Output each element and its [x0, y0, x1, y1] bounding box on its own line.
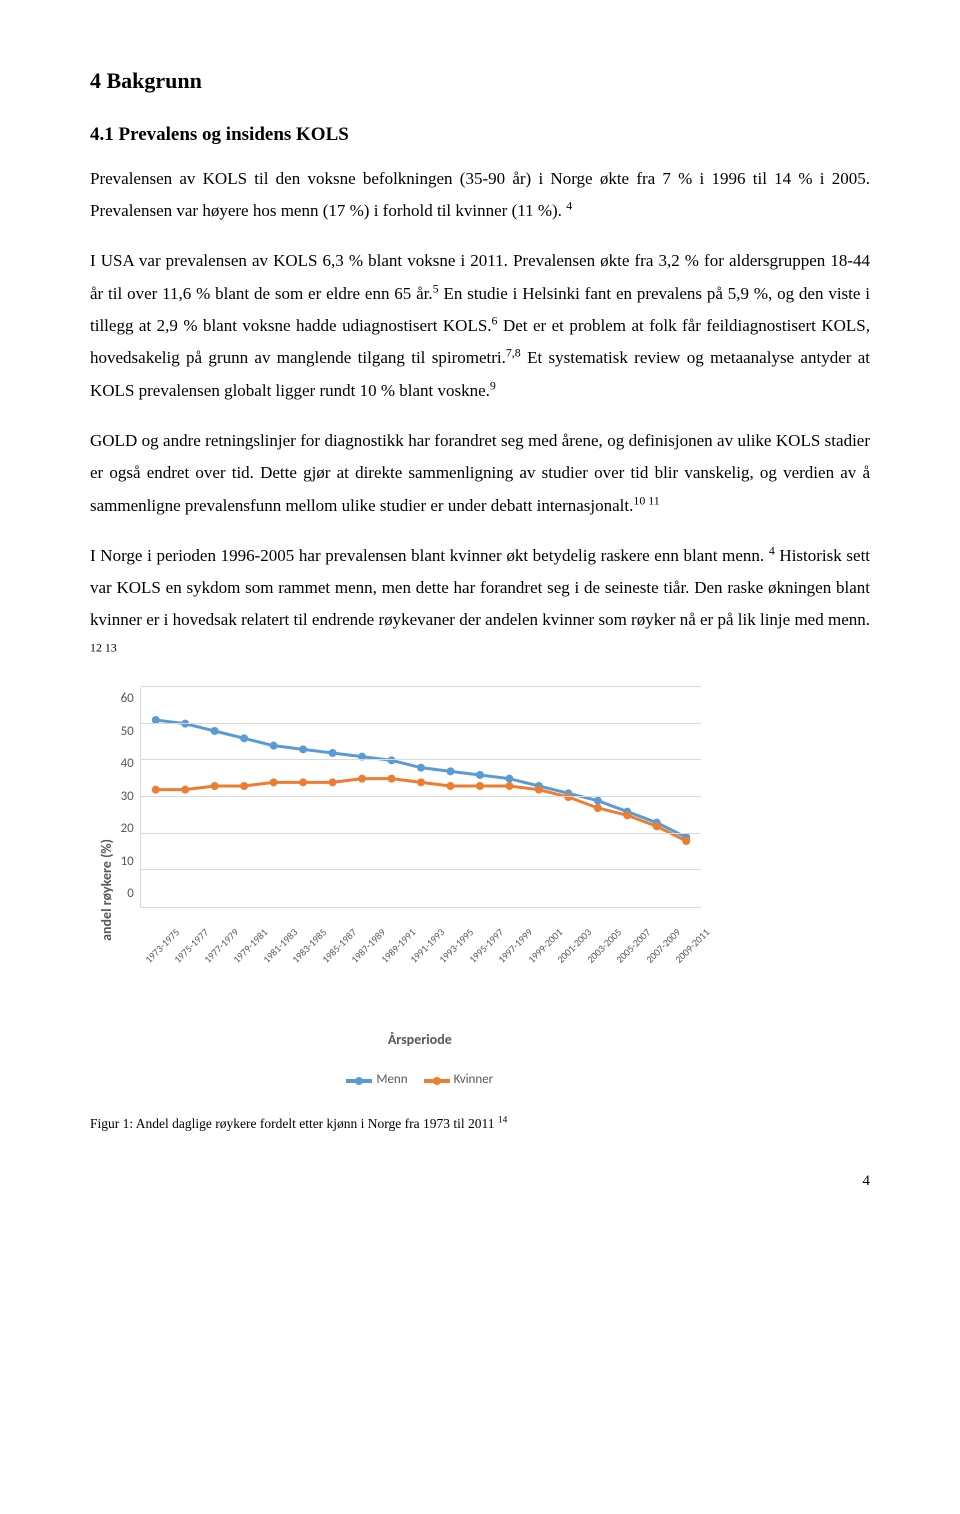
ytick-label: 10 [121, 850, 134, 875]
series-marker [594, 797, 602, 805]
legend-item: Kvinner [424, 1068, 494, 1093]
series-marker [328, 778, 336, 786]
paragraph-3: GOLD og andre retningslinjer for diagnos… [90, 425, 870, 522]
series-marker [210, 782, 218, 790]
series-marker [476, 782, 484, 790]
series-marker [240, 734, 248, 742]
series-marker [269, 742, 277, 750]
gridline [141, 723, 701, 724]
gridline [141, 759, 701, 760]
series-marker [417, 764, 425, 772]
page-number: 4 [90, 1167, 870, 1196]
figure-caption: Figur 1: Andel daglige røykere fordelt e… [90, 1111, 870, 1137]
series-marker [299, 745, 307, 753]
ytick-label: 30 [121, 785, 134, 810]
ytick-label: 60 [121, 687, 134, 712]
series-marker [564, 793, 572, 801]
legend-item: Menn [346, 1068, 407, 1093]
series-marker [682, 837, 690, 845]
chart-legend: Menn Kvinner [140, 1068, 700, 1093]
series-marker [535, 786, 543, 794]
series-marker [446, 767, 454, 775]
ytick-label: 20 [121, 817, 134, 842]
p4-ref2: 12 13 [90, 640, 117, 654]
series-marker [417, 778, 425, 786]
series-marker [328, 749, 336, 757]
legend-swatch [346, 1079, 372, 1083]
p3-ref: 10 11 [633, 493, 659, 507]
paragraph-4: I Norge i perioden 1996-2005 har prevale… [90, 540, 870, 669]
p3a: GOLD og andre retningslinjer for diagnos… [90, 431, 870, 515]
legend-label: Kvinner [454, 1068, 494, 1093]
p1-text: Prevalensen av KOLS til den voksne befol… [90, 169, 870, 220]
caption-text: Figur 1: Andel daglige røykere fordelt e… [90, 1116, 498, 1131]
ytick-label: 0 [127, 882, 134, 907]
series-marker [152, 786, 160, 794]
series-marker [210, 727, 218, 735]
legend-swatch [424, 1079, 450, 1083]
series-marker [387, 775, 395, 783]
p4a: I Norge i perioden 1996-2005 har prevale… [90, 546, 769, 565]
series-line [156, 779, 687, 841]
smoking-chart: andel røykere (%) 60 50 40 30 20 10 0 1973-197… [90, 687, 710, 1093]
series-marker [505, 775, 513, 783]
p4-ref1: 4 [769, 543, 775, 557]
series-marker [505, 782, 513, 790]
gridline [141, 833, 701, 834]
series-marker [299, 778, 307, 786]
gridline [141, 869, 701, 870]
ytick-label: 50 [121, 720, 134, 745]
p2-ref4: 9 [490, 378, 496, 392]
gridline [141, 796, 701, 797]
series-marker [446, 782, 454, 790]
chart-yaxis: 60 50 40 30 20 10 0 [121, 687, 140, 907]
p1-ref: 4 [566, 199, 572, 213]
chart-plot-area [140, 687, 701, 908]
series-marker [594, 804, 602, 812]
series-marker [181, 786, 189, 794]
section-heading: 4 Bakgrunn [90, 60, 870, 102]
series-marker [476, 771, 484, 779]
series-marker [240, 782, 248, 790]
p2-ref1: 5 [433, 281, 439, 295]
series-marker [269, 778, 277, 786]
paragraph-2: I USA var prevalensen av KOLS 6,3 % blan… [90, 245, 870, 406]
series-marker [358, 775, 366, 783]
paragraph-1: Prevalensen av KOLS til den voksne befol… [90, 163, 870, 228]
chart-svg [141, 687, 701, 907]
chart-xtitle: Årsperiode [140, 1027, 700, 1054]
series-marker [623, 811, 631, 819]
chart-xaxis: 1973-19751975-19771977-19791979-19811981… [140, 912, 700, 972]
p2-ref2: 6 [492, 313, 498, 327]
p2-ref3: 7,8 [506, 346, 521, 360]
chart-ylabel: andel røykere (%) [90, 839, 121, 941]
legend-label: Menn [376, 1068, 407, 1093]
ytick-label: 40 [121, 752, 134, 777]
caption-ref: 14 [498, 1115, 507, 1125]
series-marker [653, 822, 661, 830]
subsection-heading: 4.1 Prevalens og insidens KOLS [90, 117, 870, 153]
gridline [141, 686, 701, 687]
